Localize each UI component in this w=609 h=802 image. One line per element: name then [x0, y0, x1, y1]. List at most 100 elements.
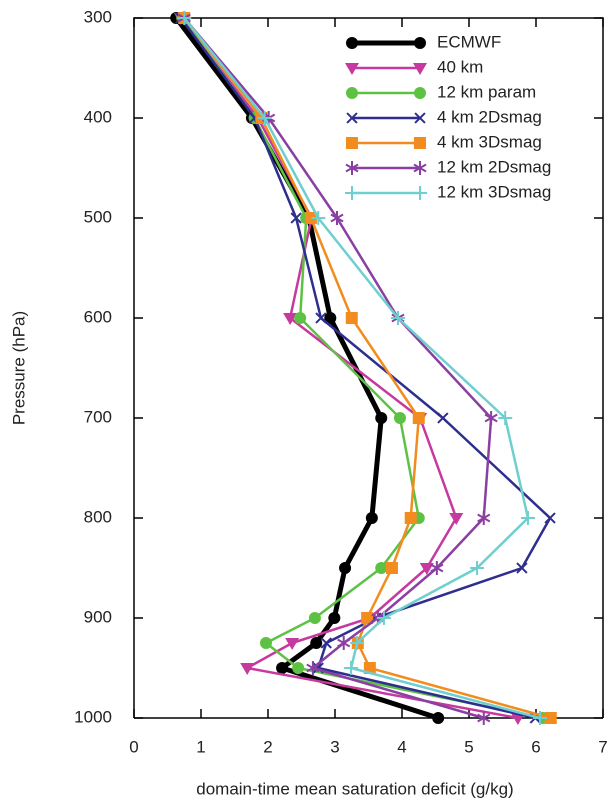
data-point — [292, 662, 305, 674]
legend-label: 12 km 3Dsmag — [437, 182, 551, 201]
data-point — [432, 712, 445, 724]
data-point — [430, 561, 444, 575]
legend-label: ECMWF — [437, 32, 501, 51]
marker-shape — [437, 412, 449, 424]
marker-shape — [346, 112, 358, 124]
data-point — [390, 311, 405, 325]
legend: ECMWF 40 km 12 km param 4 km 2Dsmag 4 km 3Ds… — [345, 32, 551, 201]
data-point — [470, 561, 485, 575]
marker-shape — [375, 562, 388, 574]
data-point — [344, 661, 359, 675]
marker-shape — [414, 37, 426, 49]
data-point — [350, 636, 365, 650]
marker-shape — [283, 313, 298, 325]
legend-marker — [346, 137, 358, 149]
marker-shape — [259, 637, 272, 649]
x-tick-label: 1 — [196, 737, 205, 756]
y-tick-label: 900 — [84, 607, 112, 626]
marker-shape — [345, 63, 359, 75]
legend-marker — [345, 186, 359, 200]
marker-shape — [544, 512, 556, 524]
data-point — [419, 563, 434, 575]
marker-shape — [324, 312, 337, 324]
legend-label: 12 km param — [437, 82, 536, 101]
data-point — [304, 212, 317, 224]
marker-shape — [361, 612, 374, 624]
legend-label: 40 km — [437, 57, 483, 76]
x-axis-label: domain-time mean saturation deficit (g/k… — [196, 779, 513, 798]
marker-shape — [419, 563, 434, 575]
marker-shape — [393, 412, 406, 424]
data-point — [257, 111, 272, 125]
marker-shape — [276, 662, 289, 674]
series-line — [174, 16, 439, 721]
data-point — [544, 512, 556, 524]
data-point — [345, 312, 358, 324]
marker-shape — [315, 312, 327, 324]
data-point — [361, 612, 374, 624]
marker-shape — [477, 513, 491, 523]
marker-shape — [345, 163, 359, 173]
data-point — [477, 711, 491, 725]
x-tick-label: 4 — [397, 737, 406, 756]
legend-marker — [346, 112, 358, 124]
data-point — [544, 712, 557, 724]
data-point — [339, 562, 352, 574]
y-tick-label: 600 — [84, 307, 112, 326]
marker-shape — [477, 713, 491, 723]
marker-shape — [304, 212, 317, 224]
marker-shape — [430, 563, 444, 573]
marker-shape — [337, 638, 351, 648]
data-point — [393, 412, 406, 424]
marker-shape — [345, 312, 358, 324]
marker-shape — [412, 412, 425, 424]
data-point — [324, 312, 337, 324]
data-point — [320, 637, 332, 649]
marker-shape — [310, 637, 323, 649]
data-point — [290, 212, 302, 224]
marker-shape — [339, 562, 352, 574]
series — [177, 11, 548, 725]
marker-shape — [285, 638, 300, 650]
data-point — [315, 312, 327, 324]
marker-shape — [346, 37, 358, 49]
y-axis-label: Pressure (hPa) — [9, 311, 28, 425]
data-point — [533, 711, 548, 725]
marker-shape — [544, 712, 557, 724]
marker-shape — [330, 213, 344, 223]
data-point — [375, 562, 388, 574]
marker-shape — [413, 63, 427, 75]
data-point — [310, 637, 323, 649]
legend-marker — [346, 37, 358, 49]
y-tick-label: 300 — [84, 7, 112, 26]
marker-shape — [375, 412, 388, 424]
marker-shape — [306, 663, 320, 673]
legend-label: 4 km 3Dsmag — [437, 132, 542, 151]
marker-shape — [292, 662, 305, 674]
data-point — [177, 11, 192, 25]
x-tick-label: 3 — [330, 737, 339, 756]
y-tick-label: 1000 — [74, 707, 112, 726]
x-tick-label: 6 — [531, 737, 540, 756]
marker-shape — [290, 212, 302, 224]
data-point — [477, 511, 491, 525]
data-point — [437, 412, 449, 424]
data-point — [328, 612, 341, 624]
marker-shape — [346, 137, 358, 149]
marker-shape — [385, 562, 398, 574]
data-point — [365, 512, 378, 524]
marker-shape — [308, 612, 321, 624]
x-tick-label: 5 — [464, 737, 473, 756]
data-point — [484, 411, 498, 425]
y-tick-label: 700 — [84, 407, 112, 426]
legend-marker — [413, 63, 427, 75]
legend-marker — [346, 87, 358, 99]
marker-shape — [432, 712, 445, 724]
marker-shape — [240, 663, 255, 675]
marker-shape — [414, 112, 426, 124]
marker-shape — [365, 512, 378, 524]
marker-shape — [404, 512, 417, 524]
legend-marker — [414, 87, 426, 99]
